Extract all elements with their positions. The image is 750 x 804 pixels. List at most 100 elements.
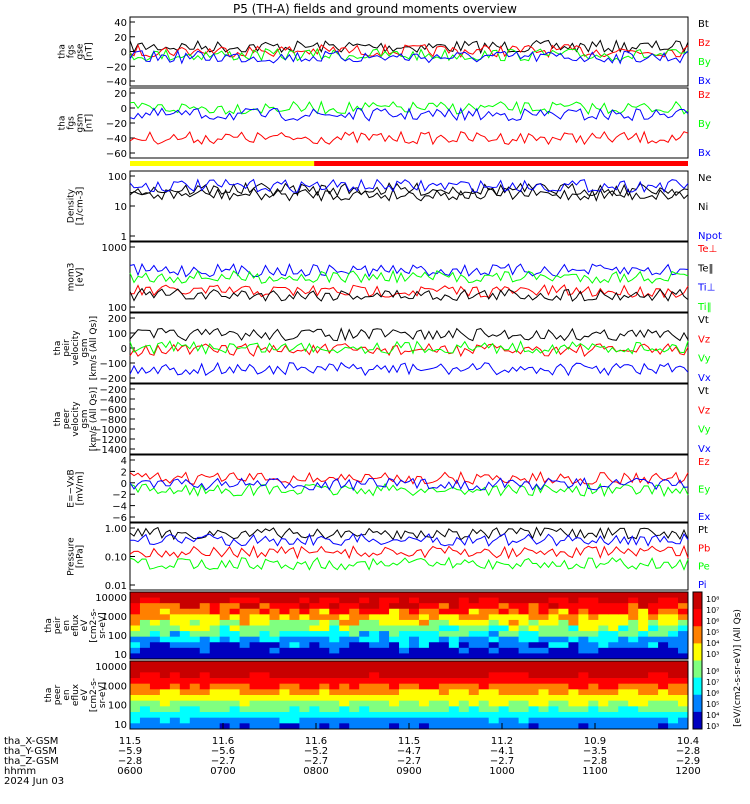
legend-label: Te‖ bbox=[697, 263, 714, 274]
spectrogram-cell bbox=[458, 706, 470, 713]
spectrogram-cell bbox=[379, 608, 390, 615]
legend-label: Ti‖ bbox=[697, 302, 712, 313]
spectrogram-cell bbox=[498, 625, 510, 632]
spectrogram-cell bbox=[279, 608, 290, 615]
spectrogram-cell bbox=[588, 592, 599, 599]
spectrogram-cell bbox=[438, 614, 450, 621]
spectrogram-cell bbox=[149, 642, 161, 649]
spectrogram-cell bbox=[179, 608, 191, 615]
spectrogram-cell bbox=[428, 683, 440, 690]
x-tick-label: −2.7 bbox=[490, 756, 514, 767]
spectrogram-cell bbox=[159, 717, 171, 724]
spectrogram-cell bbox=[130, 625, 141, 632]
spectrogram-cell bbox=[588, 683, 599, 690]
spectrogram-cell bbox=[458, 625, 470, 632]
spectrogram-cell bbox=[329, 712, 340, 719]
spectrogram-cell bbox=[558, 672, 569, 679]
spectrogram-cell bbox=[389, 723, 400, 730]
spectrogram-cell bbox=[329, 625, 340, 632]
spectrogram-cell bbox=[578, 695, 589, 702]
legend-label: Bz bbox=[698, 90, 710, 101]
spectrogram-cell bbox=[498, 661, 510, 668]
colorbar-tick: 10⁸ bbox=[706, 667, 719, 676]
spectrogram-cell bbox=[538, 647, 549, 654]
spectrogram-cell bbox=[608, 636, 619, 643]
spectrogram-cell bbox=[149, 592, 161, 599]
spectrogram-cell bbox=[219, 689, 231, 696]
spectrogram-cell bbox=[438, 661, 450, 668]
spectrogram-cell bbox=[418, 608, 430, 615]
spectrogram-cell bbox=[130, 661, 141, 668]
spectrogram-cell bbox=[369, 636, 380, 643]
spectrogram-cell bbox=[309, 603, 320, 610]
y-axis-label: eV bbox=[80, 688, 90, 701]
legend-label: Bx bbox=[698, 148, 711, 159]
spectrogram-cell bbox=[608, 706, 619, 713]
spectrogram-cell bbox=[359, 597, 370, 604]
colorbar-label: [eV/(cm2-s-sr-eV)] (All Qs) bbox=[733, 609, 743, 727]
colorbar-tick: 10⁴ bbox=[706, 711, 719, 720]
spectrogram-cell bbox=[488, 717, 500, 724]
spectrogram-cell bbox=[548, 592, 559, 599]
spectrogram-cell bbox=[159, 653, 171, 660]
spectrogram-cell bbox=[528, 636, 540, 643]
spectrogram-cell bbox=[319, 695, 330, 702]
spectrogram-cell bbox=[638, 706, 649, 713]
y-axis-label: peir bbox=[62, 339, 72, 357]
spectrogram-cell bbox=[219, 712, 231, 719]
spectrogram-cell bbox=[349, 614, 360, 621]
spectrogram-cell bbox=[399, 661, 410, 668]
spectrogram-cell bbox=[219, 631, 231, 638]
spectrogram-cell bbox=[438, 678, 450, 685]
x-row-label: tha_X-GSM bbox=[4, 736, 58, 747]
spectrogram-cell bbox=[508, 678, 520, 685]
spectrogram-cell bbox=[678, 695, 689, 702]
spectrogram-cell bbox=[130, 631, 141, 638]
series-line-Bz bbox=[129, 130, 689, 146]
spectrogram-cell bbox=[349, 700, 360, 707]
colorbar-cell bbox=[693, 609, 702, 627]
spectrogram-cell bbox=[428, 672, 440, 679]
spectrogram-cell bbox=[219, 700, 231, 707]
spectrogram-cell bbox=[588, 614, 599, 621]
spectrogram-cell bbox=[289, 695, 300, 702]
spectrogram-cell bbox=[518, 672, 530, 679]
spectrogram-cell bbox=[648, 597, 659, 604]
spectrogram-cell bbox=[179, 683, 191, 690]
spectrogram-cell bbox=[668, 608, 679, 615]
spectrogram-cell bbox=[209, 642, 221, 649]
spectrogram-cell bbox=[130, 603, 141, 610]
spectrogram-cell bbox=[199, 647, 211, 654]
series-line-Te‖ bbox=[129, 287, 689, 302]
spectrogram-cell bbox=[379, 695, 390, 702]
spectrogram-cell bbox=[389, 700, 400, 707]
spectrogram-cell bbox=[309, 717, 320, 724]
spectrogram-cell bbox=[568, 625, 579, 632]
panel-peer-velocity bbox=[129, 383, 689, 455]
y-tick-label: 100 bbox=[108, 329, 127, 340]
spectrogram-cell bbox=[219, 625, 231, 632]
spectrogram-cell bbox=[319, 636, 330, 643]
y-axis-label: gsm bbox=[80, 409, 90, 428]
spectrogram-cell bbox=[488, 723, 500, 730]
y-tick-label: 100 bbox=[108, 303, 127, 314]
spectrogram-cell bbox=[239, 689, 251, 696]
spectrogram-cell bbox=[399, 625, 410, 632]
legend-label: Te⊥ bbox=[697, 244, 717, 255]
spectrogram-cell bbox=[568, 723, 579, 730]
spectrogram-cell bbox=[359, 631, 370, 638]
spectrogram-cell bbox=[199, 723, 211, 730]
spectrogram-cell bbox=[139, 678, 151, 685]
spectrogram-cell bbox=[359, 672, 370, 679]
spectrogram-cell bbox=[219, 678, 231, 685]
spectrogram-cell bbox=[199, 603, 211, 610]
spectrogram-cell bbox=[448, 712, 460, 719]
spectrogram-cell bbox=[608, 608, 619, 615]
y-axis-label: E=−VxB bbox=[67, 469, 77, 507]
panel-frame bbox=[129, 591, 689, 660]
spectrogram-cell bbox=[628, 597, 639, 604]
spectrogram-cell bbox=[209, 712, 221, 719]
spectrogram-cell bbox=[598, 608, 609, 615]
spectrogram-cell bbox=[319, 706, 330, 713]
